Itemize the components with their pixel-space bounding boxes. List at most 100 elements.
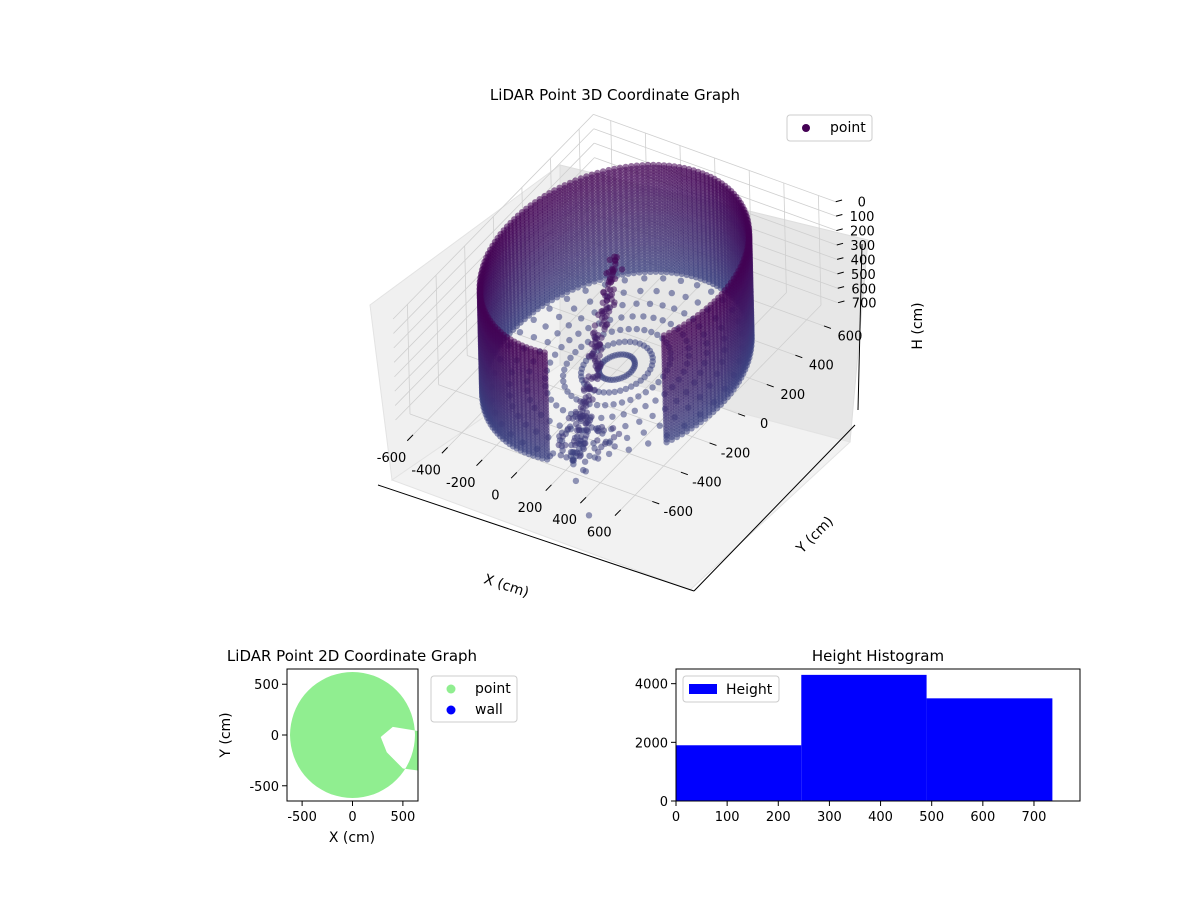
data-point [621,277,628,284]
data-point [611,443,618,450]
data-point [609,425,617,432]
grid-line-y-left [435,275,440,385]
data-point [594,455,602,462]
data-point [572,477,580,485]
data-point [660,332,668,339]
data-point [591,322,599,329]
data-point [563,360,570,367]
data-point [681,310,688,317]
data-point [595,311,602,318]
data-point [648,328,655,336]
data-point [566,336,573,344]
data-point [611,388,618,396]
data-point [554,330,561,337]
data-point [640,313,647,320]
data-point [617,326,624,334]
data-point [563,454,570,461]
data-point [631,407,638,414]
data-point [575,330,582,337]
data-point [668,289,675,297]
data-point [609,413,616,420]
data-point [602,323,609,330]
data-point [618,314,625,321]
data-point [611,165,618,173]
data-point [619,301,626,309]
data-point [577,175,585,182]
data-point [633,325,640,333]
grid-line-z-back [593,113,836,203]
data-point [580,466,587,474]
data-point [677,277,685,284]
data-point [616,339,623,346]
data-point [544,338,551,346]
data-point [682,293,689,301]
data-point [530,334,538,341]
data-point [671,305,678,312]
data-point [646,300,654,307]
data-point [655,161,662,169]
data-point [565,322,572,329]
data-point [589,330,597,337]
grid-line-y-left [464,245,468,356]
chart-3d: LiDAR Point 3D Coordinate Graph -600-400… [369,86,926,601]
data-point [640,429,647,436]
data-point [530,316,537,323]
data-point [555,313,563,321]
data-point [618,399,626,406]
data-point [564,388,571,395]
data-point [694,299,701,306]
data-point [585,512,593,519]
data-point [557,452,564,459]
data-point [585,324,592,332]
data-point [580,387,588,394]
data-point [671,163,678,170]
data-point [577,410,584,418]
data-point [551,351,559,358]
data-point [593,335,601,342]
data-point [567,354,574,361]
data-point [594,437,601,444]
data-point [588,171,596,178]
data-point [582,377,589,384]
data-point [650,161,657,169]
data-point [639,162,646,169]
data-point [577,404,585,411]
data-point [559,372,567,379]
data-point [559,433,566,440]
data-point [582,287,589,294]
data-point [659,302,666,309]
data-point [572,348,579,356]
data-point [622,422,629,430]
data-point [637,287,644,295]
data-point [605,166,612,174]
data-point [555,441,562,449]
data-point [582,440,589,447]
data-point [565,414,573,422]
data-point [641,275,648,282]
grid-line-z-back [593,128,837,217]
data-point [629,313,636,320]
data-point [649,384,656,391]
data-point [595,428,602,435]
data-point [654,331,661,338]
data-point [583,173,590,180]
data-point [681,164,688,172]
data-point [570,305,578,312]
data-point [588,340,595,348]
data-point [610,340,617,347]
data-point [569,457,576,464]
data-point [633,162,640,169]
data-point [659,317,666,324]
data-point [645,440,652,447]
data-point [708,288,715,295]
data-point [610,401,617,408]
data-point [660,275,667,282]
grid-line-z-left [392,114,594,320]
data-point [559,407,567,414]
data-point [653,287,660,295]
data-point [622,163,629,171]
data-point [622,385,630,393]
data-point [556,422,563,429]
data-point [558,343,565,351]
data-point [598,414,605,422]
